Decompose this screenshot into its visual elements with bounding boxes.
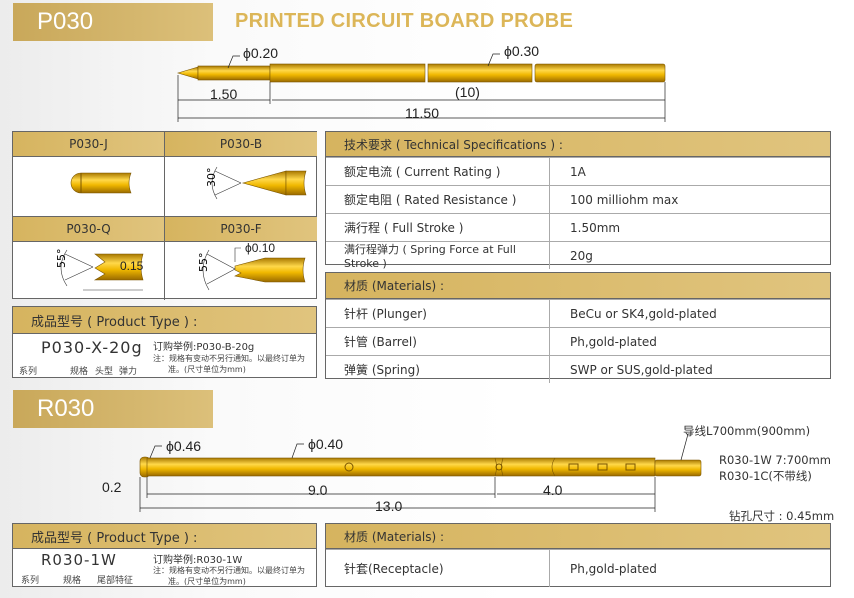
order-example: 订购举例:P030-B-20g: [153, 342, 255, 353]
r030-banner: R030: [13, 390, 213, 428]
material-label: 针管 (Barrel): [326, 328, 550, 355]
dimension-label: ϕ0.10: [245, 241, 276, 255]
length-label: 0.2: [102, 479, 122, 495]
materials-table: 材质 (Materials) : 针杆 (Plunger) BeCu or SK4…: [325, 272, 831, 383]
diameter-label: ϕ0.40: [308, 436, 344, 452]
total-length-label: 11.50: [405, 105, 439, 121]
technical-specifications-table: 技术要求 ( Technical Specifications ) : 额定电流…: [325, 131, 831, 270]
head-label: P030-B: [165, 132, 317, 157]
variant-note: R030-1C(不带线): [719, 469, 812, 483]
code-part-label: 规格: [70, 367, 89, 377]
table-row: 针杆 (Plunger) BeCu or SK4,gold-plated: [326, 299, 830, 327]
head-type-f: P030-F 55° ϕ0.10: [165, 216, 317, 300]
code-part-label: 系列: [19, 367, 38, 377]
product-code: P030-X-20g: [41, 338, 143, 357]
code-part-label: 弹力: [119, 367, 138, 377]
head-label: P030-F: [165, 217, 317, 242]
code-part-label: 规格: [63, 576, 82, 586]
table-row: 满行程 ( Full Stroke ) 1.50mm: [326, 213, 830, 241]
length-label: 1.50: [210, 86, 238, 102]
material-value: SWP or SUS,gold-plated: [570, 362, 713, 377]
svg-text:55°: 55°: [197, 253, 210, 273]
table-row: 满行程弹力 ( Spring Force at Full Stroke ) 20g: [326, 241, 830, 270]
material-label: 弹簧 (Spring): [326, 356, 550, 383]
diameter-label: ϕ0.46: [166, 438, 202, 454]
variant-note: R030-1W 7:700mm: [719, 453, 831, 467]
head-type-q: P030-Q 55° 0.15: [13, 216, 165, 300]
banner-label: P030: [37, 8, 94, 35]
spec-value: 1.50mm: [570, 220, 621, 235]
table-row: 弹簧 (Spring) SWP or SUS,gold-plated: [326, 355, 830, 383]
product-type-header: 成品型号 ( Product Type ) :: [13, 524, 316, 549]
spec-label: 满行程弹力 ( Spring Force at Full Stroke ): [326, 242, 550, 270]
svg-text:30°: 30°: [205, 168, 218, 188]
material-label: 针套(Receptacle): [326, 550, 550, 587]
svg-text:55°: 55°: [55, 249, 68, 269]
code-part-label: 尾部特征: [97, 576, 134, 586]
product-code: R030-1W: [41, 551, 117, 569]
spec-value: 1A: [570, 164, 586, 179]
head-type-b: P030-B 30°: [165, 132, 317, 216]
note: 注：规格有变动不另行通知。以最终订单为: [153, 354, 305, 363]
r030-materials-table: 材质 (Materials) : 针套(Receptacle) Ph,gold-p…: [325, 523, 831, 587]
material-label: 针杆 (Plunger): [326, 300, 550, 327]
head-label: P030-J: [13, 132, 164, 157]
length-label: 9.0: [308, 482, 328, 498]
table-row: 额定电流 ( Current Rating ) 1A: [326, 157, 830, 185]
length-label: (10): [455, 84, 480, 100]
head-types-grid: P030-J P030-B 30° P030-Q 55° 0.15 P030-F…: [12, 131, 317, 300]
r030-receptacle-drawing: [139, 433, 702, 512]
table-row: 针管 (Barrel) Ph,gold-plated: [326, 327, 830, 355]
head-type-j: P030-J: [13, 132, 165, 216]
dimension-label: 0.15: [120, 259, 144, 273]
spec-value: 20g: [570, 248, 593, 263]
spec-value: 100 milliohm max: [570, 192, 679, 207]
p030-probe-drawing: [176, 53, 666, 122]
material-value: Ph,gold-plated: [570, 334, 657, 349]
wire-length-label: 导线L700mm(900mm): [683, 424, 811, 438]
drill-hole-size: 钻孔尺寸 : 0.45mm: [729, 509, 835, 523]
head-label: P030-Q: [13, 217, 164, 242]
table-row: 针套(Receptacle) Ph,gold-plated: [326, 549, 830, 587]
diameter-label: ϕ0.20: [243, 45, 279, 61]
materials-header: 材质 (Materials) :: [326, 273, 830, 299]
p030-product-type: 成品型号 ( Product Type ) : P030-X-20g 系列 规格…: [12, 306, 317, 378]
code-part-label: 头型: [95, 367, 114, 377]
spec-label: 额定电流 ( Current Rating ): [326, 158, 550, 185]
spec-label: 满行程 ( Full Stroke ): [326, 214, 550, 241]
p030-banner: P030: [13, 3, 213, 41]
table-row: 额定电阻 ( Rated Resistance ) 100 milliohm ma…: [326, 185, 830, 213]
order-example: 订购举例:R030-1W: [153, 555, 243, 566]
probe-shape: [176, 63, 666, 83]
note: 注：规格有变动不另行通知。以最终订单为: [153, 566, 305, 575]
total-length-label: 13.0: [375, 498, 403, 514]
length-label: 4.0: [543, 482, 563, 498]
specs-header: 技术要求 ( Technical Specifications ) :: [326, 132, 830, 157]
code-part-label: 系列: [21, 576, 40, 586]
material-value: Ph,gold-plated: [570, 561, 657, 576]
page-title: PRINTED CIRCUIT BOARD PROBE: [235, 10, 574, 32]
material-value: BeCu or SK4,gold-plated: [570, 306, 717, 321]
spec-label: 额定电阻 ( Rated Resistance ): [326, 186, 550, 213]
product-type-header: 成品型号 ( Product Type ) :: [13, 307, 316, 334]
diameter-label: ϕ0.30: [504, 43, 540, 59]
materials-header: 材质 (Materials) :: [326, 524, 830, 549]
r030-product-type: 成品型号 ( Product Type ) : R030-1W 系列 规格 尾部…: [12, 523, 317, 587]
banner-label: R030: [37, 395, 95, 422]
note: 准。(尺寸单位为mm): [168, 577, 246, 586]
note: 准。(尺寸单位为mm): [168, 365, 246, 374]
